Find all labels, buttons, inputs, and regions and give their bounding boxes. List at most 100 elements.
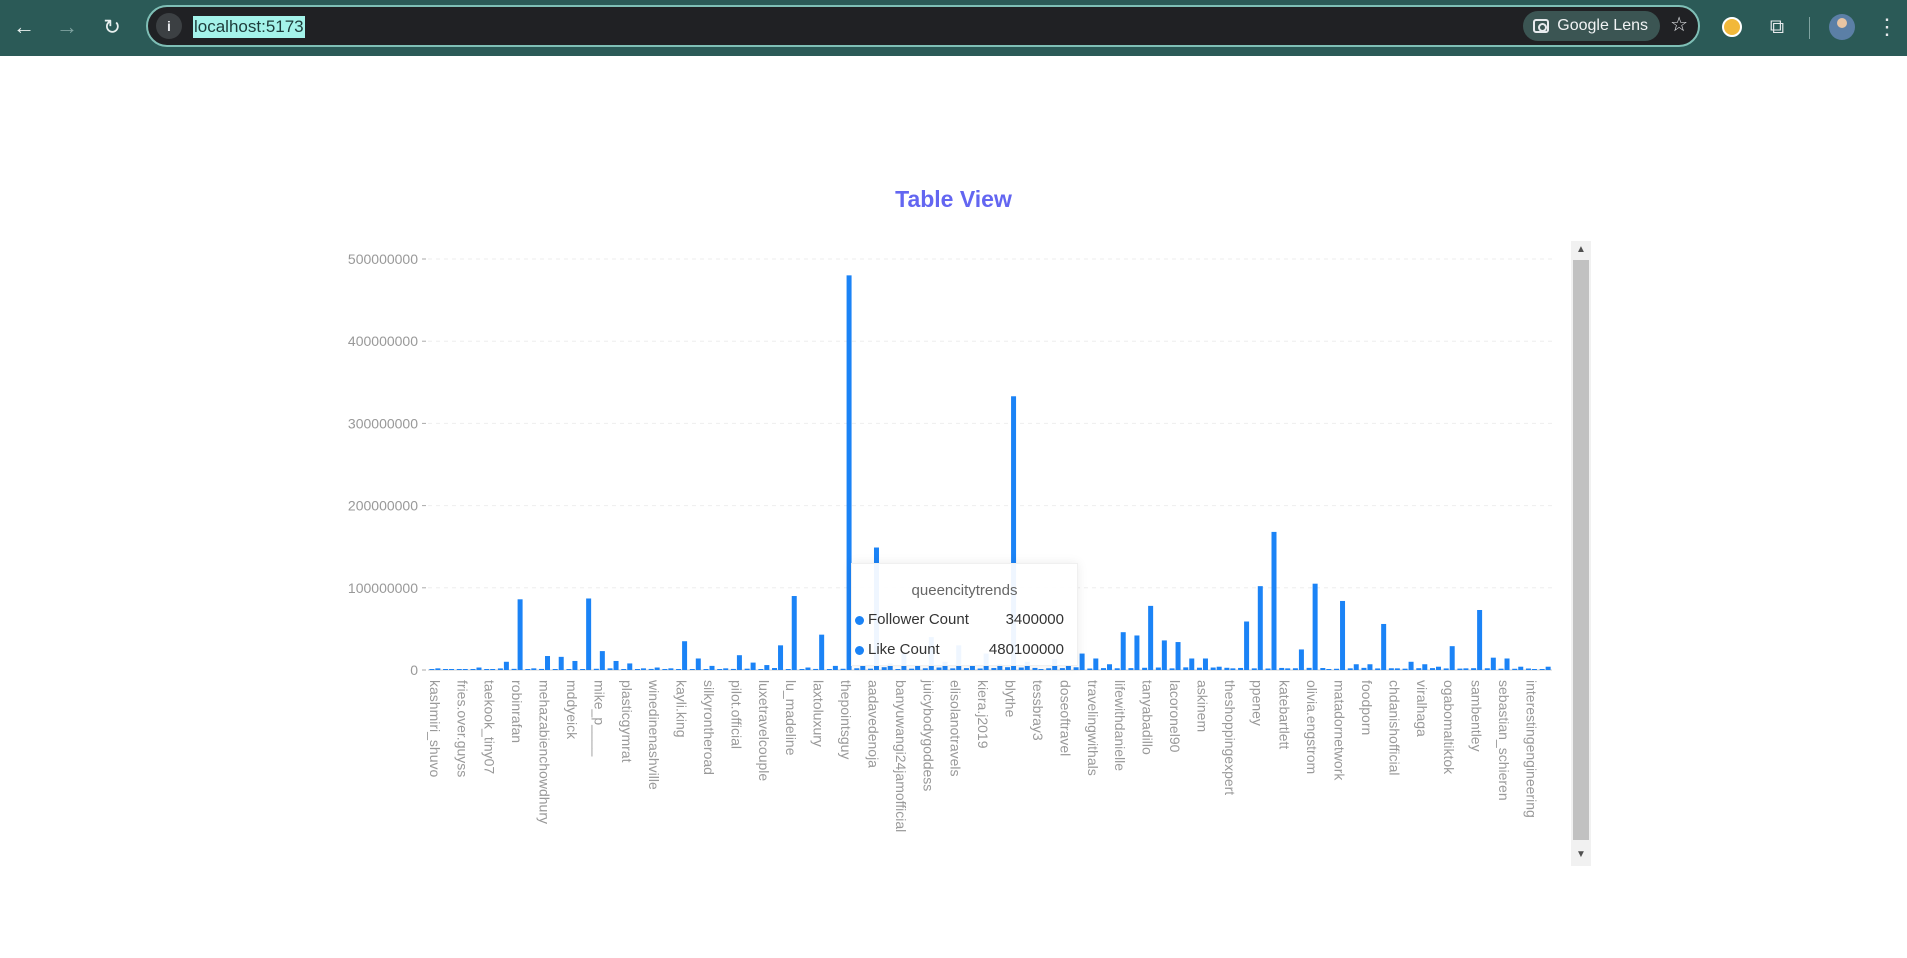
address-bar[interactable]: i localhost:5173 Google Lens ☆ [146, 5, 1700, 47]
site-info-icon[interactable]: i [156, 13, 182, 39]
bar-follower-count [497, 668, 503, 670]
bar-follower-count [648, 668, 654, 670]
bar-follower-count [566, 669, 572, 670]
kebab-menu-icon[interactable]: ⋮ [1876, 14, 1898, 39]
bar-follower-count [1279, 667, 1285, 670]
bar-follower-count [1046, 668, 1052, 670]
y-tick-label: 100000000 [348, 580, 418, 596]
bar-like-count [682, 641, 688, 670]
bar-follower-count [552, 669, 558, 670]
bar-like-count [1340, 600, 1346, 670]
x-tick-label: kashmiri_shuvo [427, 680, 443, 777]
bar-follower-count [1388, 668, 1394, 670]
bar-like-count [1134, 635, 1140, 670]
x-tick-label: winedinenashville [646, 679, 662, 790]
scrollbar-thumb[interactable] [1573, 260, 1589, 840]
bar-like-count [1408, 661, 1414, 670]
bar-like-count [435, 668, 441, 670]
puzzle-icon[interactable]: ⧉ [1769, 15, 1785, 38]
x-tick-label: ppeney [1249, 680, 1265, 726]
bar-follower-count [1114, 668, 1120, 670]
bar-like-count [531, 668, 537, 670]
bar-follower-count [744, 668, 750, 670]
bar-follower-count [1512, 668, 1518, 670]
bar-like-count [805, 667, 811, 670]
back-arrow-icon[interactable]: ← [13, 14, 35, 39]
x-tick-label: viralhaga [1414, 680, 1430, 737]
google-lens-button[interactable]: Google Lens [1523, 11, 1660, 41]
scroll-up-arrow-icon[interactable]: ▲ [1576, 244, 1586, 255]
url-text[interactable]: localhost:5173 [193, 16, 305, 38]
bar-follower-count [840, 668, 846, 670]
bar-like-count [1367, 664, 1373, 670]
x-tick-label: silkyrontheroad [701, 680, 717, 775]
bar-like-count [1107, 664, 1113, 670]
x-tick-label: mike_p____ [591, 680, 607, 756]
x-tick-label: travelingwithals [1085, 680, 1101, 776]
bar-like-count [723, 668, 729, 670]
bar-like-count [860, 665, 866, 670]
bar-like-count [778, 645, 784, 670]
bar-like-count [545, 656, 551, 670]
bar-follower-count [936, 667, 942, 670]
x-tick-label: laxtoluxury [811, 680, 827, 747]
bar-follower-count [730, 668, 736, 670]
tooltip-title: queencitytrends [911, 582, 1018, 599]
reload-icon[interactable]: ↻ [103, 15, 121, 39]
bar-like-count [503, 661, 509, 670]
bar-like-count [1257, 586, 1263, 670]
bar-follower-count [580, 669, 586, 670]
x-tick-label: juicybodygoddess [920, 679, 936, 791]
bar-follower-count [1183, 667, 1189, 670]
bar-follower-count [991, 668, 997, 670]
bar-follower-count [634, 669, 640, 670]
bar-follower-count [977, 668, 983, 670]
bar-follower-count [703, 669, 709, 670]
bar-like-count [1216, 666, 1222, 670]
bar-follower-count [676, 669, 682, 670]
bar-follower-count [1073, 667, 1079, 670]
bookmark-star-icon[interactable]: ☆ [1670, 14, 1688, 36]
x-tick-label: banyuwangi24jamofficial [893, 680, 909, 832]
x-tick-label: tanyabadillo [1140, 680, 1156, 755]
bar-follower-count [1101, 668, 1107, 670]
bar-follower-count [826, 669, 832, 670]
bar-follower-count [909, 668, 915, 670]
profile-avatar[interactable] [1829, 14, 1855, 40]
bar-like-count [1175, 642, 1181, 670]
bar-follower-count [525, 669, 531, 670]
bar-follower-count [1539, 669, 1545, 670]
bar-follower-count [867, 668, 873, 670]
bar-like-count [1381, 623, 1387, 670]
forward-arrow-icon[interactable]: → [56, 14, 78, 39]
bar-follower-count [881, 667, 887, 670]
x-tick-label: thepointsguy [838, 680, 854, 759]
bar-follower-count [1210, 667, 1216, 670]
bar-follower-count [1032, 667, 1038, 670]
bar-follower-count [895, 669, 901, 670]
extension-icon[interactable] [1719, 14, 1745, 40]
x-tick-label: plasticgymrat [619, 680, 635, 763]
x-tick-label: matadornetwork [1332, 680, 1348, 781]
x-tick-label: sambentley [1469, 680, 1485, 752]
bar-follower-count [1361, 667, 1367, 670]
bar-follower-count [1018, 667, 1024, 670]
bar-like-count [1011, 396, 1017, 670]
tooltip-value: 3400000 [1005, 611, 1064, 628]
bar-follower-count [1484, 668, 1490, 670]
bar-like-count [613, 660, 619, 670]
tooltip-row-like: Like Count 480100000 [852, 641, 1077, 661]
series-dot-icon [855, 616, 864, 625]
x-tick-label: robinrafan [509, 680, 525, 743]
bar-like-count [1244, 621, 1250, 670]
bar-follower-count [1402, 668, 1408, 670]
bar-like-count [599, 651, 605, 670]
bar-follower-count [539, 668, 545, 670]
bar-follower-count [429, 669, 435, 670]
bar-follower-count [1457, 668, 1463, 670]
x-tick-label: theshoppingexpert [1222, 680, 1238, 795]
bar-like-count [1449, 646, 1455, 670]
google-lens-label: Google Lens [1557, 17, 1648, 34]
bar-follower-count [717, 669, 723, 670]
scroll-down-arrow-icon[interactable]: ▼ [1576, 849, 1586, 860]
